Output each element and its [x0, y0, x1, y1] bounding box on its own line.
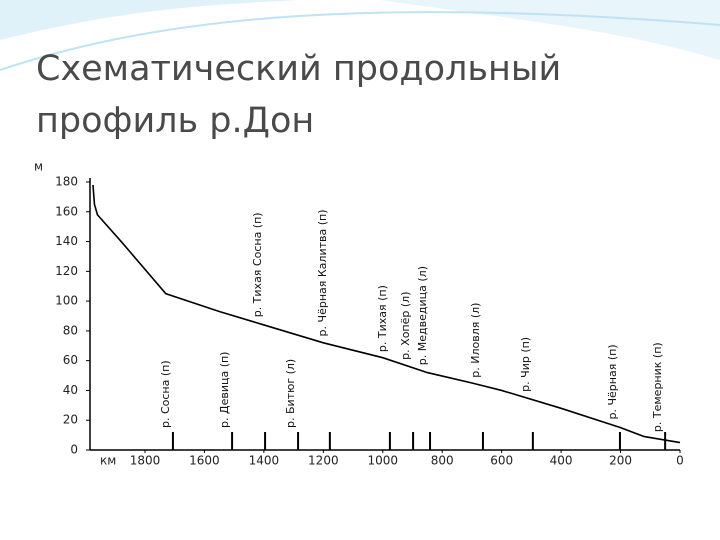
tributary-label: р. Темерник (п) [651, 342, 664, 432]
tributary-label: р. Тихая (п) [376, 285, 389, 352]
tributary-label: р. Чёрная Калитва (п) [316, 209, 329, 336]
x-tick-label: 1600 [189, 454, 220, 468]
tributary-label: р. Девица (п) [218, 352, 231, 428]
tributary-label: р. Битюг (л) [284, 359, 297, 428]
tributary-label: р. Иловля (л) [469, 303, 482, 378]
decor [0, 11, 720, 71]
x-tick-label: 1200 [308, 454, 339, 468]
x-tick-label: 800 [431, 454, 454, 468]
x-tick-label: 600 [490, 454, 513, 468]
decor [0, 0, 300, 40]
profile-line [92, 184, 681, 444]
y-tick-label: 140 [55, 234, 78, 248]
x-axis-label: км [100, 454, 116, 468]
y-tick-label: 180 [55, 175, 78, 189]
x-tick-label: 1800 [130, 454, 161, 468]
x-tick-label: 1400 [249, 454, 280, 468]
title-line: профиль р.Дон [36, 101, 314, 141]
y-tick-label: 0 [70, 443, 78, 457]
x-tick-label: 400 [550, 454, 573, 468]
x-tick-label: 200 [609, 454, 632, 468]
y-tick-label: 20 [63, 413, 78, 427]
tributary-label: р. Сосна (п) [159, 360, 172, 428]
tributary-label: р. Хопёр (л) [399, 292, 412, 360]
y-tick-label: 40 [63, 383, 78, 397]
x-tick-label: 1000 [367, 454, 398, 468]
y-tick-label: 120 [55, 264, 78, 278]
tributary-label: р. Чир (п) [519, 337, 532, 392]
tributary-label: р. Медведица (л) [416, 266, 429, 365]
tributary-label: р. Тихая Сосна (п) [251, 212, 264, 317]
tributary-label: р. Чёрная (п) [606, 344, 619, 419]
y-tick-label: 160 [55, 204, 78, 218]
y-tick-label: 100 [55, 294, 78, 308]
y-tick-label: 60 [63, 353, 78, 367]
x-tick-label: 0 [676, 454, 684, 468]
y-axis-label: м [34, 160, 43, 174]
y-tick-label: 80 [63, 323, 78, 337]
title-line: Схематический продольный [36, 49, 561, 89]
decor [380, 0, 720, 60]
